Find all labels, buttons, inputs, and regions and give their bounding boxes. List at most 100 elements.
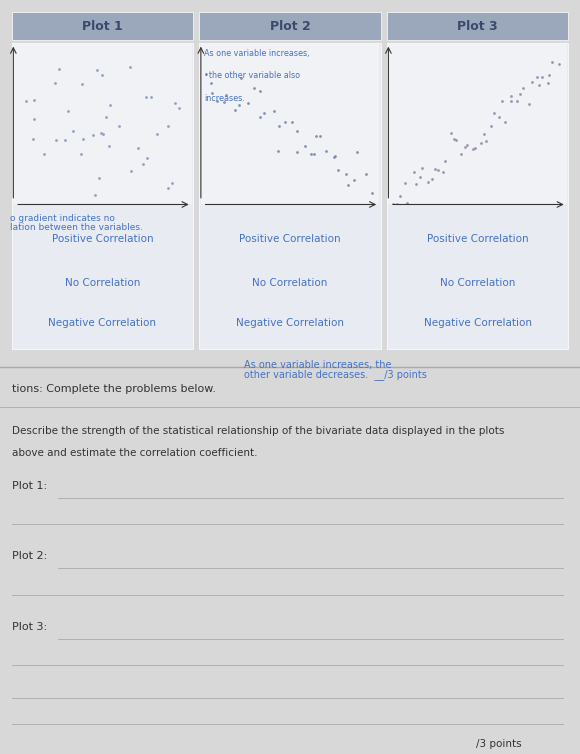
- Point: [213, 94, 222, 106]
- Point: [498, 95, 507, 107]
- Point: [55, 63, 64, 75]
- Point: [463, 139, 472, 151]
- Point: [206, 78, 216, 90]
- Point: [396, 190, 405, 202]
- Point: [306, 149, 316, 161]
- Point: [50, 77, 60, 89]
- Point: [231, 104, 240, 116]
- Point: [452, 134, 461, 146]
- Text: Plot 2:: Plot 2:: [12, 551, 47, 561]
- Point: [170, 97, 179, 109]
- Bar: [12, 43, 193, 349]
- Point: [52, 134, 61, 146]
- Text: Plot 1: Plot 1: [82, 20, 123, 33]
- Point: [409, 167, 418, 179]
- Text: /3 points: /3 points: [476, 739, 521, 749]
- Point: [64, 105, 73, 117]
- Point: [21, 95, 31, 107]
- Point: [494, 111, 503, 123]
- Point: [250, 82, 259, 94]
- Text: other variable decreases.  __/3 points: other variable decreases. __/3 points: [244, 369, 426, 380]
- Point: [487, 121, 496, 133]
- Point: [29, 93, 38, 106]
- Point: [309, 148, 318, 160]
- Point: [315, 130, 324, 142]
- Point: [456, 149, 466, 161]
- Point: [98, 128, 107, 140]
- Point: [88, 129, 97, 141]
- Point: [102, 111, 111, 123]
- Bar: [199, 12, 381, 40]
- Point: [125, 61, 134, 73]
- Text: As one variable increases, the: As one variable increases, the: [244, 360, 391, 369]
- Text: As one variable increases,: As one variable increases,: [204, 48, 310, 57]
- Text: No Correlation: No Correlation: [65, 277, 140, 287]
- Point: [334, 164, 343, 176]
- Point: [438, 167, 448, 179]
- Text: tions: Complete the problems below.: tions: Complete the problems below.: [12, 384, 216, 394]
- Text: Plot 3: Plot 3: [457, 20, 498, 33]
- Point: [411, 179, 420, 191]
- Bar: [387, 12, 568, 40]
- Point: [274, 121, 284, 133]
- Point: [106, 99, 115, 111]
- Text: •the other variable also: •the other variable also: [204, 71, 300, 80]
- Point: [480, 128, 489, 140]
- Point: [141, 90, 150, 103]
- Text: Plot 2: Plot 2: [270, 20, 310, 33]
- Point: [287, 115, 296, 127]
- Text: Plot 1:: Plot 1:: [12, 481, 47, 491]
- Bar: [12, 12, 193, 40]
- Point: [507, 94, 516, 106]
- Point: [423, 176, 433, 188]
- Text: o gradient indicates no: o gradient indicates no: [10, 213, 115, 222]
- Point: [256, 85, 265, 97]
- Point: [343, 179, 353, 191]
- Text: No Correlation: No Correlation: [440, 277, 515, 287]
- Point: [147, 91, 156, 103]
- Text: Negative Correlation: Negative Correlation: [49, 317, 157, 328]
- Point: [98, 69, 107, 81]
- Point: [446, 127, 455, 139]
- Point: [471, 142, 480, 154]
- Point: [418, 162, 427, 174]
- Point: [515, 88, 524, 100]
- Point: [367, 188, 376, 200]
- Point: [430, 164, 440, 176]
- Point: [535, 79, 544, 91]
- Point: [243, 97, 252, 109]
- Point: [68, 124, 77, 136]
- Point: [403, 197, 412, 209]
- Point: [143, 152, 152, 164]
- Text: No Correlation: No Correlation: [252, 277, 328, 287]
- Text: Plot 3:: Plot 3:: [12, 622, 47, 632]
- Point: [207, 87, 216, 100]
- Point: [518, 82, 527, 94]
- Text: Describe the strength of the statistical relationship of the bivariate data disp: Describe the strength of the statistical…: [12, 426, 504, 437]
- Point: [138, 158, 147, 170]
- Point: [104, 140, 113, 152]
- Point: [292, 146, 302, 158]
- Point: [449, 133, 458, 145]
- Point: [501, 115, 510, 127]
- Point: [506, 90, 516, 102]
- Point: [527, 76, 536, 88]
- Point: [280, 115, 289, 127]
- Text: Negative Correlation: Negative Correlation: [236, 317, 344, 328]
- Point: [311, 130, 321, 142]
- Point: [133, 143, 143, 155]
- Point: [259, 107, 269, 119]
- Point: [93, 64, 102, 76]
- Point: [222, 89, 231, 101]
- Text: Positive Correlation: Positive Correlation: [239, 234, 341, 244]
- Point: [321, 145, 331, 157]
- Point: [489, 107, 498, 119]
- Point: [274, 145, 283, 157]
- Point: [353, 146, 362, 158]
- Point: [524, 98, 534, 110]
- Point: [90, 188, 99, 201]
- Point: [440, 155, 450, 167]
- Text: Negative Correlation: Negative Correlation: [423, 317, 531, 328]
- Bar: [387, 43, 568, 349]
- Point: [61, 134, 70, 146]
